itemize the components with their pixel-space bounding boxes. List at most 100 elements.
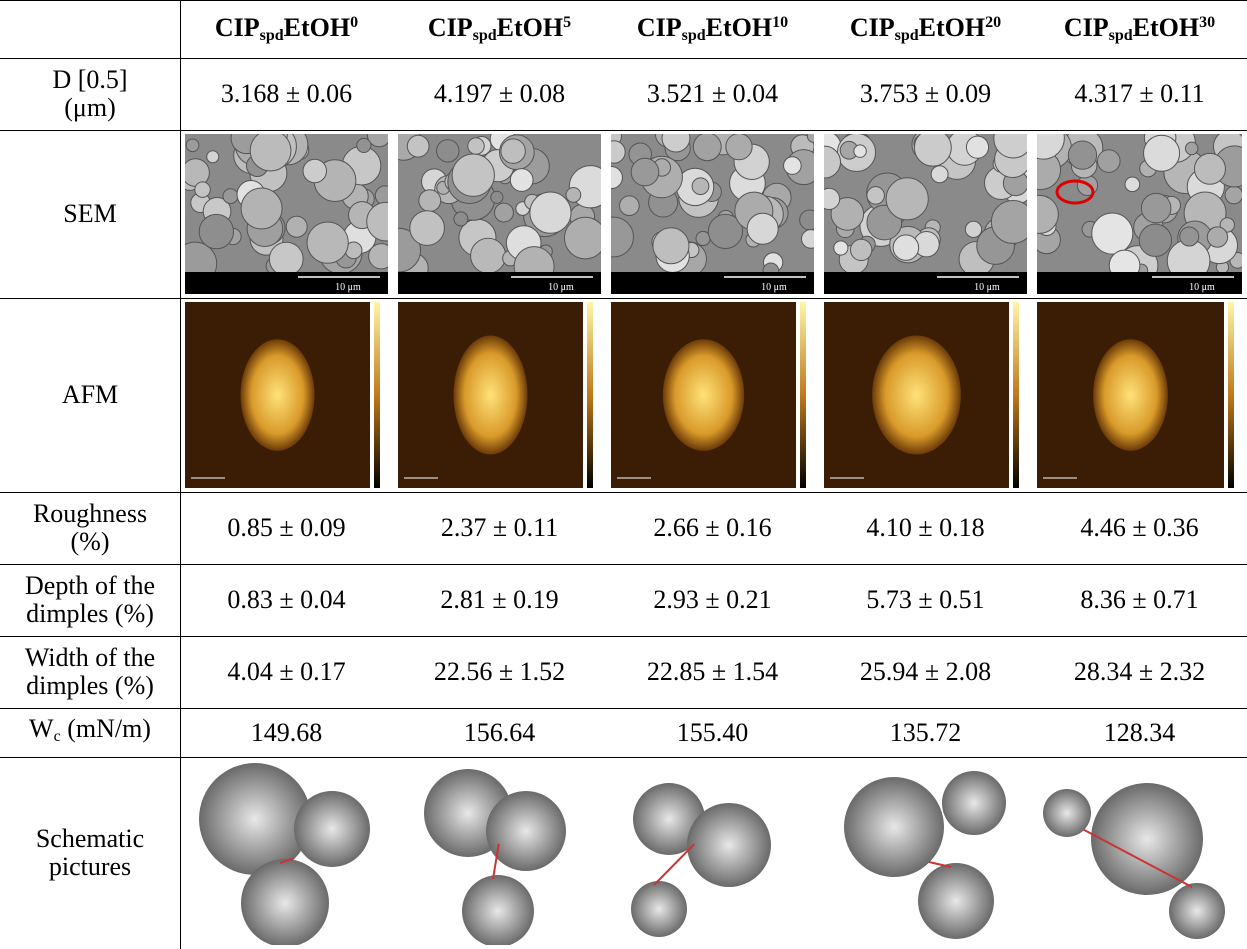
particle bbox=[495, 203, 514, 222]
cell: 156.64 bbox=[393, 708, 606, 757]
header-mid: EtOH bbox=[497, 13, 563, 42]
afm-image bbox=[611, 302, 814, 488]
color-bar bbox=[800, 302, 806, 488]
particle bbox=[419, 190, 441, 212]
afm-image bbox=[1037, 302, 1242, 488]
cell: 22.85 ± 1.54 bbox=[606, 636, 819, 708]
cell-value: 25.94 ± 2.08 bbox=[860, 658, 991, 686]
particle bbox=[1068, 141, 1096, 169]
header-mid: EtOH bbox=[1133, 13, 1199, 42]
color-bar bbox=[374, 302, 380, 488]
table: CIPspdEtOH0CIPspdEtOH5CIPspdEtOH10CIPspd… bbox=[0, 0, 1247, 949]
cell: 3.753 ± 0.09 bbox=[819, 58, 1032, 130]
header-text: CIPspdEtOH5 bbox=[428, 9, 571, 50]
row-label: SEM bbox=[63, 200, 116, 228]
particle bbox=[491, 191, 503, 203]
sphere bbox=[918, 863, 994, 939]
cell-value: 0.85 ± 0.09 bbox=[227, 514, 345, 542]
cell-value: 3.168 ± 0.06 bbox=[221, 80, 352, 108]
sem-image: 10 μm bbox=[1037, 134, 1242, 294]
row-label: (μm) bbox=[64, 94, 115, 122]
particle bbox=[1207, 227, 1227, 247]
cell-value: 128.34 bbox=[1104, 719, 1176, 747]
sem-image: 10 μm bbox=[611, 134, 814, 294]
schematic bbox=[824, 761, 1027, 945]
particle bbox=[207, 151, 219, 163]
cell: 128.34 bbox=[1032, 708, 1247, 757]
particle bbox=[663, 339, 744, 451]
particle bbox=[966, 136, 988, 158]
cell: SEM bbox=[0, 130, 180, 298]
particle bbox=[1194, 153, 1225, 184]
particle bbox=[223, 189, 238, 204]
cell: 2.93 ± 0.21 bbox=[606, 564, 819, 636]
sphere bbox=[687, 803, 771, 887]
cell: 2.66 ± 0.16 bbox=[606, 492, 819, 564]
cell: Wc (mN/m) bbox=[0, 708, 180, 757]
particle bbox=[1225, 186, 1242, 204]
cell: CIPspdEtOH30 bbox=[1032, 0, 1247, 58]
particle bbox=[564, 217, 601, 259]
header-base: CIP bbox=[1064, 13, 1109, 42]
color-bar bbox=[1228, 302, 1234, 488]
header-sub: spd bbox=[473, 27, 497, 44]
particle bbox=[241, 188, 282, 229]
color-bar bbox=[1013, 302, 1019, 488]
cell-value: 2.37 ± 0.11 bbox=[441, 514, 558, 542]
particle bbox=[834, 241, 848, 255]
particle bbox=[1141, 193, 1171, 223]
header-base: CIP bbox=[850, 13, 895, 42]
sem-image: 10 μm bbox=[824, 134, 1027, 294]
cell-value: 4.10 ± 0.18 bbox=[866, 514, 984, 542]
cell-value: 4.46 ± 0.36 bbox=[1080, 514, 1198, 542]
particle bbox=[566, 188, 581, 203]
header-mid: EtOH bbox=[284, 13, 350, 42]
particle bbox=[965, 221, 981, 237]
cell: CIPspdEtOH10 bbox=[606, 0, 819, 58]
row-label: Roughness bbox=[33, 500, 147, 528]
cell-value: 5.73 ± 0.51 bbox=[866, 586, 984, 614]
cell: 4.46 ± 0.36 bbox=[1032, 492, 1247, 564]
header-sup: 30 bbox=[1199, 14, 1215, 31]
particle bbox=[653, 228, 689, 264]
cell: 3.521 ± 0.04 bbox=[606, 58, 819, 130]
particle bbox=[303, 159, 327, 183]
cell: 0.83 ± 0.04 bbox=[180, 564, 393, 636]
cell: 4.04 ± 0.17 bbox=[180, 636, 393, 708]
cell-value: 149.68 bbox=[251, 719, 323, 747]
header-text: CIPspdEtOH30 bbox=[1064, 9, 1215, 50]
particle bbox=[195, 182, 210, 197]
particle bbox=[886, 178, 928, 220]
header-sub: spd bbox=[260, 27, 284, 44]
cell-value: 135.72 bbox=[890, 719, 962, 747]
particle bbox=[452, 154, 494, 196]
column-rule bbox=[180, 0, 181, 949]
particle bbox=[854, 145, 866, 157]
cell: CIPspdEtOH20 bbox=[819, 0, 1032, 58]
particle bbox=[931, 166, 948, 183]
particle bbox=[241, 339, 315, 451]
particle bbox=[631, 158, 659, 186]
cell: CIPspdEtOH0 bbox=[180, 0, 393, 58]
header-sup: 20 bbox=[985, 14, 1001, 31]
particle bbox=[851, 239, 872, 260]
header-base: CIP bbox=[428, 13, 473, 42]
cell: 135.72 bbox=[819, 708, 1032, 757]
cell: 22.56 ± 1.52 bbox=[393, 636, 606, 708]
cell-value: 8.36 ± 0.71 bbox=[1080, 586, 1198, 614]
particle bbox=[747, 213, 778, 244]
cell: 4.317 ± 0.11 bbox=[1032, 58, 1247, 130]
cell: 4.10 ± 0.18 bbox=[819, 492, 1032, 564]
row-label: Wc (mN/m) bbox=[29, 715, 151, 751]
header-sub: spd bbox=[682, 27, 706, 44]
row-rule bbox=[0, 298, 1247, 299]
particle bbox=[726, 134, 752, 160]
particle bbox=[410, 211, 445, 246]
cell: 28.34 ± 2.32 bbox=[1032, 636, 1247, 708]
cell: 5.73 ± 0.51 bbox=[819, 564, 1032, 636]
sphere bbox=[294, 791, 370, 867]
row-label: Depth of the bbox=[25, 572, 155, 600]
cell: 3.168 ± 0.06 bbox=[180, 58, 393, 130]
particle bbox=[454, 335, 528, 454]
afm-image bbox=[824, 302, 1027, 488]
